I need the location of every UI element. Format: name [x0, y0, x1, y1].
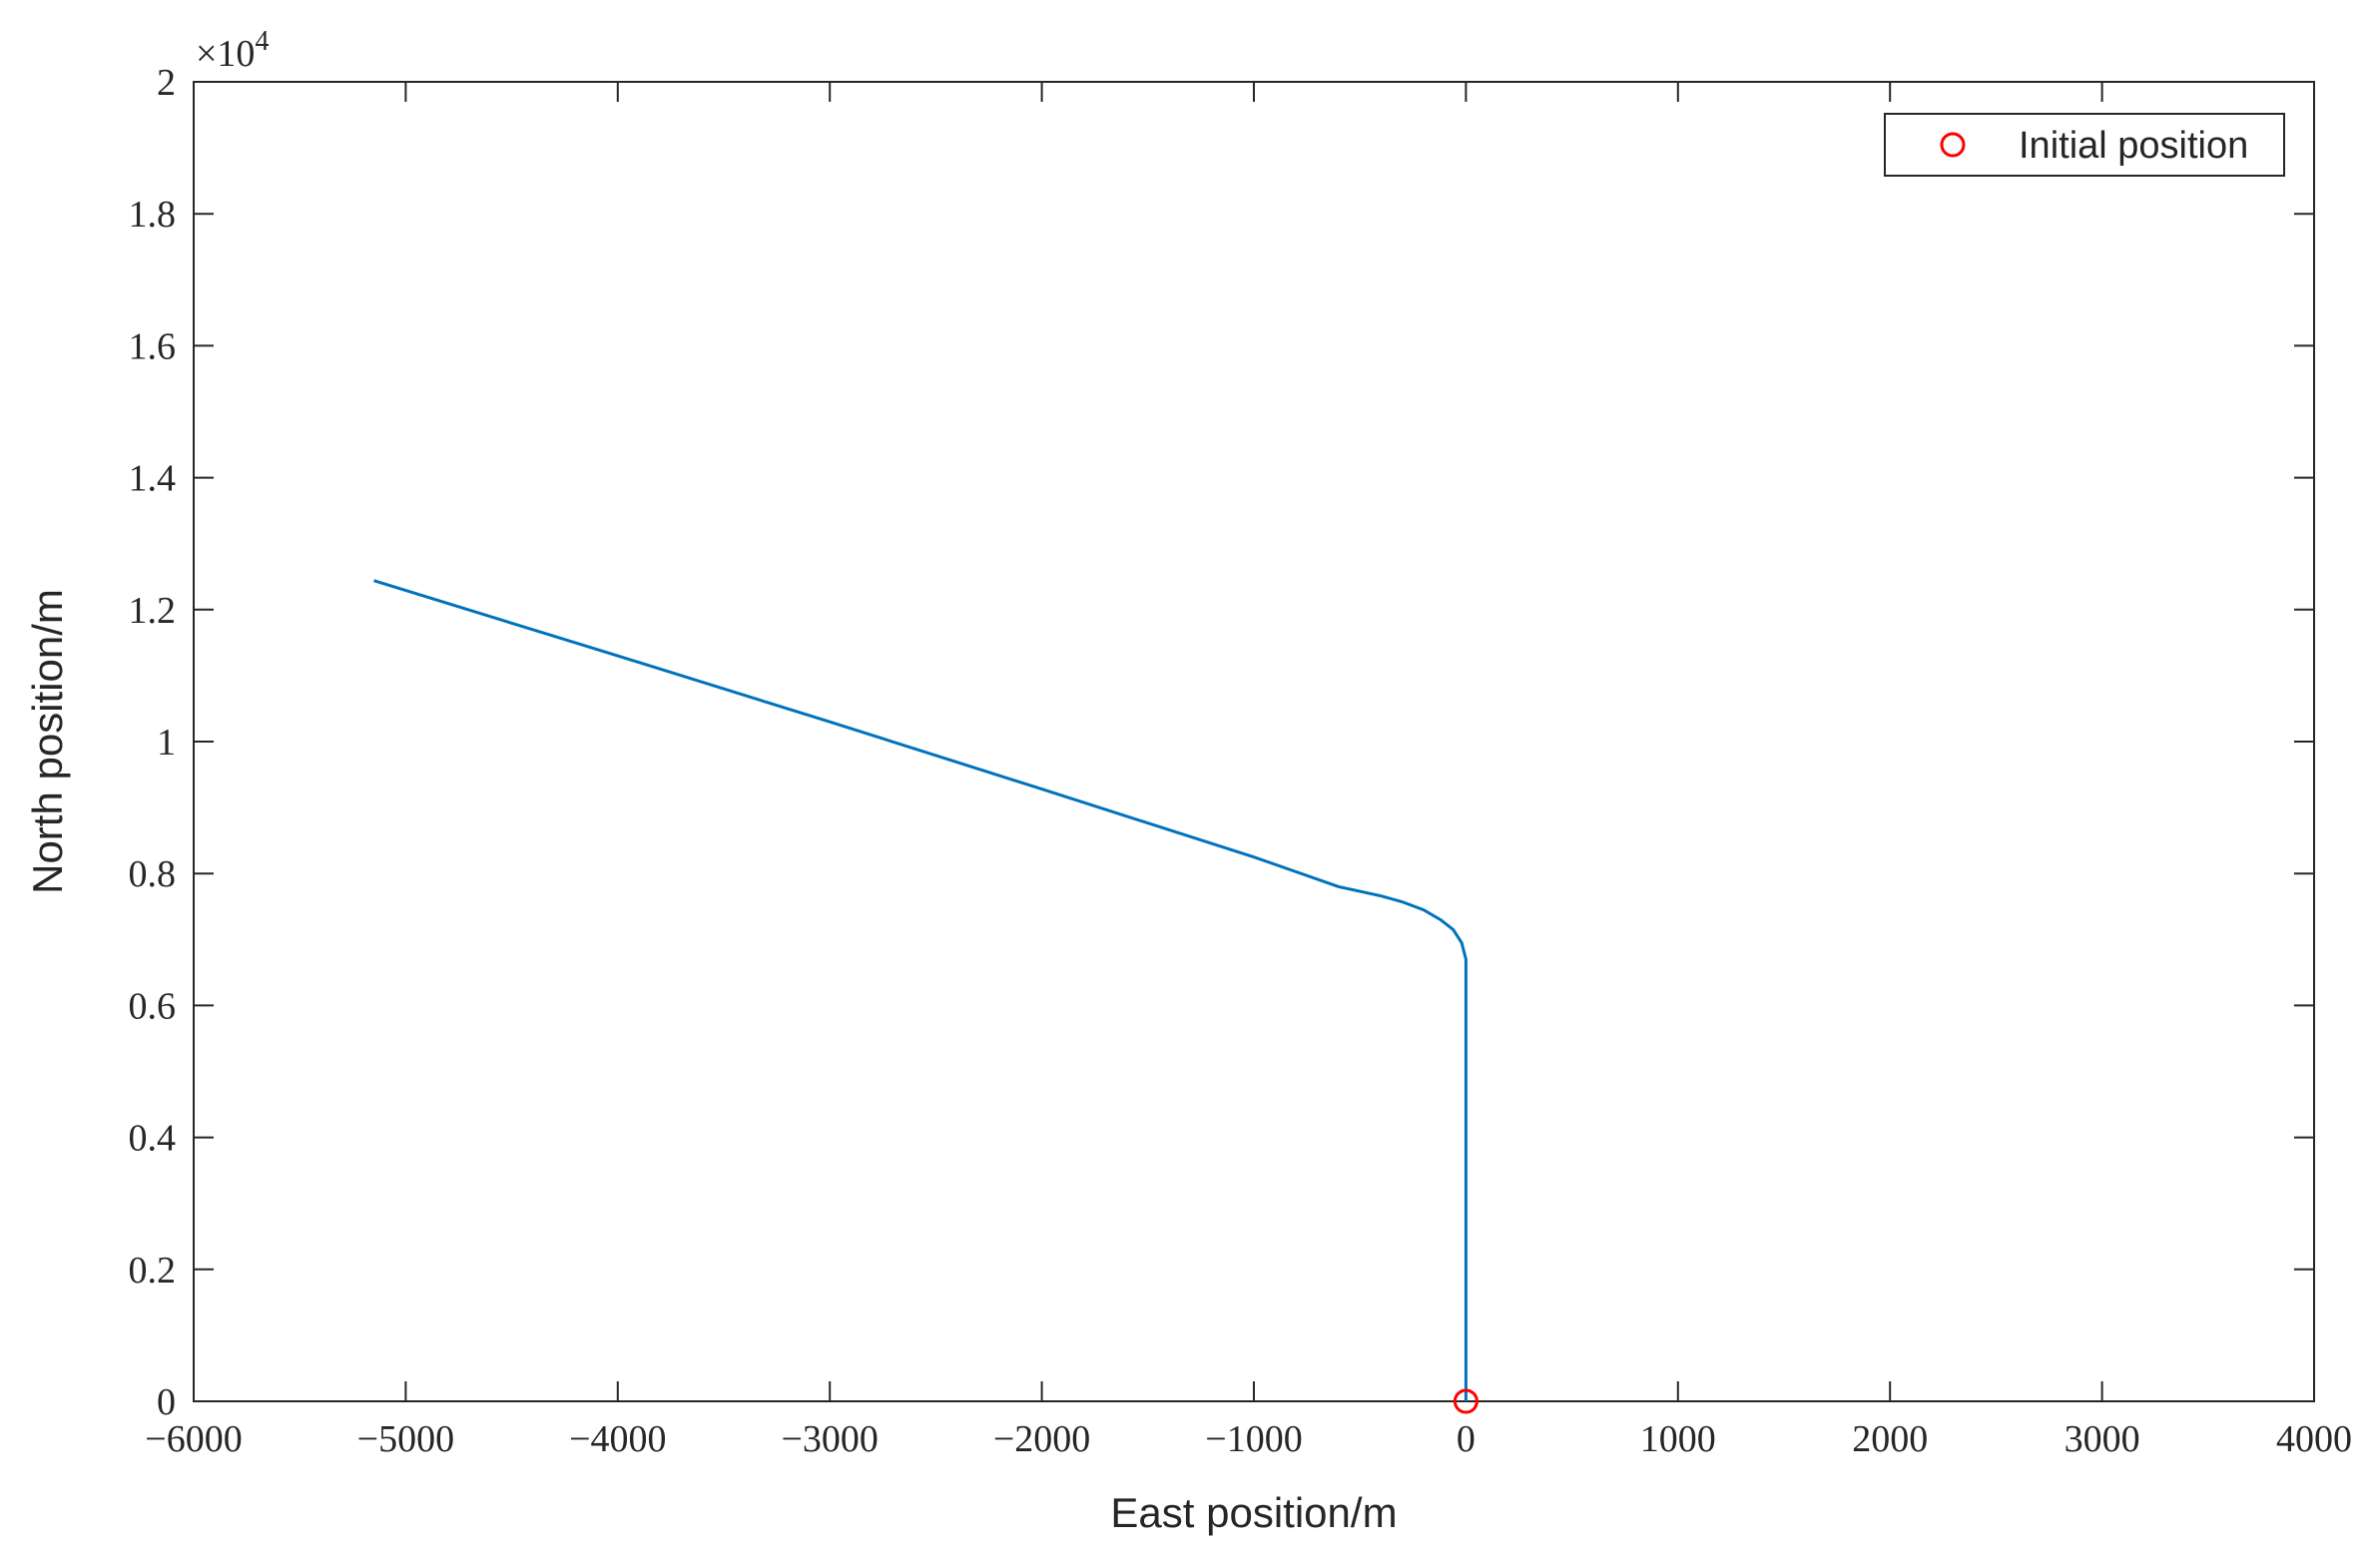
y-tick-label: 0.6: [129, 985, 177, 1027]
multiplier-base: ×10: [196, 33, 255, 75]
y-tick-label: 1.4: [129, 458, 177, 500]
x-tick-label: −3000: [781, 1418, 878, 1460]
legend-marker: [1940, 132, 1966, 158]
y-tick-label: 0: [157, 1381, 176, 1423]
y-tick-label: 0.2: [129, 1250, 177, 1292]
y-multiplier: ×104: [196, 26, 269, 75]
x-axis-label: East position/m: [1110, 1489, 1397, 1536]
y-tick-label: 2: [157, 62, 176, 104]
y-tick-label: 1.2: [129, 590, 177, 632]
x-tick-label: 4000: [2276, 1418, 2352, 1460]
multiplier-exponent: 4: [255, 26, 269, 57]
x-tick-label: −5000: [357, 1418, 454, 1460]
x-tick-label: −6000: [145, 1418, 242, 1460]
x-tick-label: 2000: [1852, 1418, 1928, 1460]
y-tick-label: 0.8: [129, 853, 177, 895]
legend-label: Initial position: [2019, 125, 2248, 167]
legend-box: [1884, 113, 2285, 177]
y-axis-label: North position/m: [24, 589, 71, 894]
y-tick-label: 1.6: [129, 325, 177, 367]
x-tick-label: −2000: [993, 1418, 1090, 1460]
x-tick-label: 0: [1457, 1418, 1476, 1460]
data-line: [373, 579, 1468, 1401]
data-point: [1453, 1388, 1479, 1414]
y-tick-label: 0.4: [129, 1118, 177, 1160]
y-tick-label: 1.8: [129, 194, 177, 236]
x-tick-label: −1000: [1205, 1418, 1302, 1460]
y-tick-label: 1: [157, 722, 176, 764]
x-tick-label: −4000: [569, 1418, 666, 1460]
x-tick-label: 3000: [2065, 1418, 2140, 1460]
x-tick-label: 1000: [1640, 1418, 1716, 1460]
